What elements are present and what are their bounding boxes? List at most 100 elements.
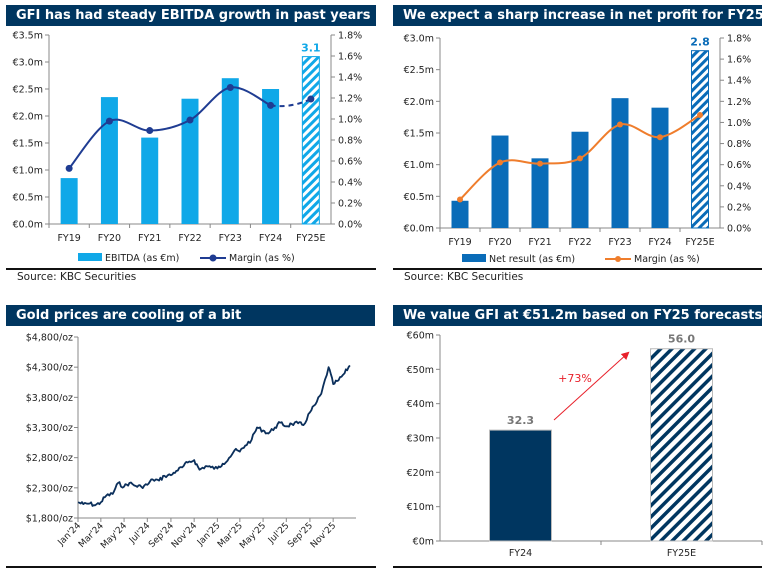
y-tick-label-right: 0.0%	[338, 220, 362, 231]
x-tick-label: FY22	[178, 233, 201, 244]
bar-fy23	[611, 98, 629, 229]
x-tick-label: FY23	[608, 237, 631, 248]
bar-fy22	[181, 98, 199, 224]
y-tick-label: $3,800/oz	[26, 393, 73, 404]
margin-point	[267, 101, 275, 109]
y-tick-label-left: €1.5m	[404, 129, 434, 140]
y-tick-label-right: 0.2%	[727, 202, 751, 213]
y-tick-label: €30m	[407, 434, 434, 445]
x-tick-label: FY22	[568, 237, 591, 248]
y-tick-label: $3,300/oz	[26, 423, 73, 434]
x-tick-label: FY23	[219, 233, 242, 244]
bar-fy20	[100, 97, 118, 224]
bar-fy21	[141, 137, 159, 224]
y-tick-label-right: 1.2%	[338, 94, 362, 105]
growth-annotation: +73%	[558, 372, 592, 385]
data-label: 3.1	[301, 42, 321, 55]
margin-point	[307, 95, 315, 103]
x-tick-label: FY21	[138, 233, 161, 244]
y-tick-label-left: €3.5m	[13, 31, 43, 42]
gold-price-line	[77, 364, 351, 507]
x-tick-label: FY20	[98, 233, 121, 244]
y-tick-label: €50m	[407, 365, 434, 376]
y-tick-label-left: €2.5m	[404, 65, 434, 76]
x-tick-label: Nov'24	[170, 521, 200, 551]
chart-title-ebitda: GFI has had steady EBITDA growth in past…	[6, 5, 376, 26]
bar-fy20	[491, 135, 509, 228]
x-tick-label: FY25E	[685, 237, 714, 248]
legend-swatch-bar	[462, 254, 486, 262]
y-tick-label-left: €0.5m	[13, 193, 43, 204]
margin-point	[657, 134, 663, 141]
margin-point	[65, 164, 73, 172]
y-tick-label-right: 0.6%	[727, 160, 751, 171]
y-tick-label-right: 1.8%	[727, 34, 751, 45]
bar-fy19	[60, 178, 78, 224]
margin-point	[457, 196, 463, 203]
margin-point	[186, 116, 194, 124]
y-tick-label: $4,800/oz	[26, 333, 73, 344]
data-label: 56.0	[668, 333, 695, 346]
divider	[393, 268, 762, 270]
y-tick-label-left: €1.0m	[404, 160, 434, 171]
bar-fy19	[451, 200, 469, 228]
bar-fy25e	[650, 348, 713, 542]
y-tick-label-right: 1.4%	[727, 76, 751, 87]
bar-fy24	[262, 89, 280, 224]
y-tick-label-right: 1.0%	[338, 115, 362, 126]
divider	[6, 268, 376, 270]
data-label: 2.8	[690, 36, 710, 49]
margin-point	[577, 155, 583, 162]
y-tick-label-right: 1.6%	[727, 55, 751, 66]
margin-point	[697, 112, 703, 119]
y-tick-label-right: 0.8%	[338, 136, 362, 147]
legend-swatch-bar	[78, 253, 102, 261]
y-tick-label-right: 0.2%	[338, 199, 362, 210]
y-tick-label-right: 1.0%	[727, 118, 751, 129]
margin-point	[537, 160, 543, 167]
x-tick-label: May'24	[99, 521, 129, 551]
y-tick-label-right: 1.8%	[338, 31, 362, 42]
x-tick-label: FY25E	[667, 548, 696, 559]
source-note: Source: KBC Securities	[404, 271, 524, 283]
growth-arrow	[553, 351, 630, 421]
y-tick-label-left: €1.5m	[13, 139, 43, 150]
y-tick-label-left: €0.0m	[404, 224, 434, 235]
margin-point	[497, 159, 503, 166]
bar-fy25e	[301, 56, 320, 225]
legend-swatch-marker	[209, 254, 217, 262]
y-tick-label-left: €0.0m	[13, 220, 43, 231]
y-tick-label-right: 0.8%	[727, 139, 751, 150]
x-tick-label: FY21	[528, 237, 551, 248]
x-tick-label: FY19	[57, 233, 80, 244]
y-tick-label: €40m	[407, 399, 434, 410]
y-tick-label-left: €3.0m	[13, 58, 43, 69]
x-tick-label: Nov'25	[309, 521, 338, 550]
y-tick-label-right: 0.0%	[727, 224, 751, 235]
legend-label: Margin (as %)	[634, 254, 700, 265]
y-tick-label: €0m	[413, 537, 434, 548]
bar-fy25e	[691, 50, 709, 229]
legend-swatch-marker	[615, 256, 621, 262]
margin-point	[146, 127, 154, 135]
y-tick-label-left: €2.0m	[13, 112, 43, 123]
y-tick-label-left: €0.5m	[404, 192, 434, 203]
margin-line	[68, 86, 272, 169]
margin-point	[105, 117, 113, 125]
y-tick-label-right: 0.4%	[338, 178, 362, 189]
x-tick-label: FY24	[259, 233, 282, 244]
x-tick-label: FY24	[509, 548, 532, 559]
y-tick-label-right: 0.4%	[727, 181, 751, 192]
y-tick-label-right: 1.4%	[338, 73, 362, 84]
y-tick-label: €10m	[407, 502, 434, 513]
y-tick-label: $2,300/oz	[26, 483, 73, 494]
chart-title-net-profit: We expect a sharp increase in net profit…	[393, 5, 762, 26]
y-tick-label: $4,300/oz	[26, 363, 73, 374]
y-tick-label: €60m	[407, 331, 434, 342]
x-tick-label: FY25E	[296, 233, 325, 244]
chart-title-gold: Gold prices are cooling of a bit	[6, 305, 375, 326]
chart-title-valuation: We value GFI at €51.2m based on FY25 for…	[393, 305, 762, 326]
y-tick-label-left: €1.0m	[13, 166, 43, 177]
bar-fy22	[571, 131, 589, 228]
legend-label: EBITDA (as €m)	[105, 253, 179, 264]
